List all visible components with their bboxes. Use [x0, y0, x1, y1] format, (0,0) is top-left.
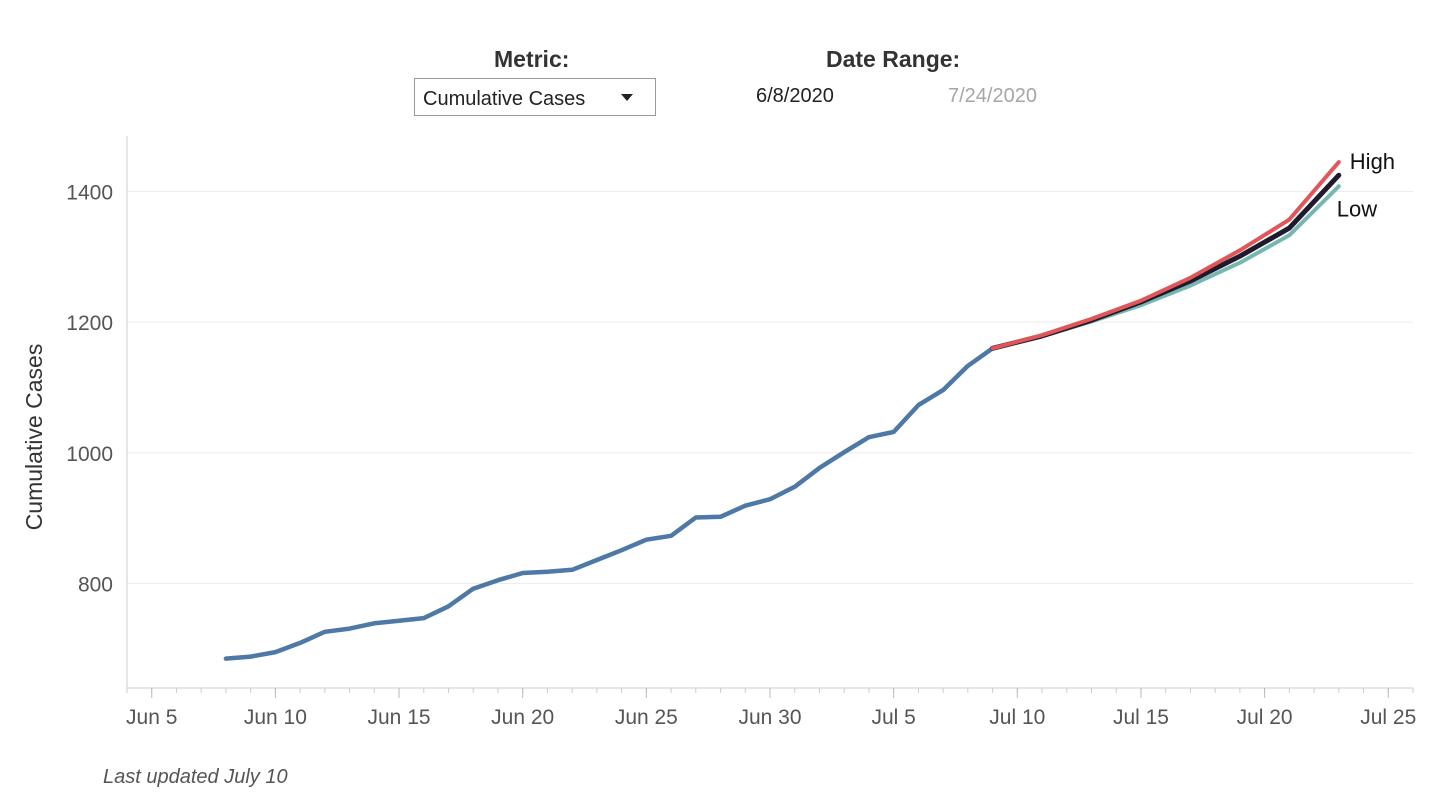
metric-dropdown[interactable]: Cumulative Cases [414, 78, 656, 116]
series-label-high: High [1350, 149, 1395, 174]
series-label-low: Low [1337, 196, 1377, 221]
date-range-start[interactable]: 6/8/2020 [756, 85, 834, 107]
dropdown-caret-icon[interactable] [621, 94, 633, 101]
metric-label: Metric: [494, 46, 570, 72]
x-tick-label: Jun 25 [615, 706, 678, 729]
gridlines [127, 191, 1413, 584]
x-tick-label: Jun 10 [244, 706, 307, 729]
series-line-high [990, 160, 1341, 351]
metric-selected-value: Cumulative Cases [423, 88, 586, 110]
series-line-actual [223, 346, 995, 661]
x-tick-label: Jul 15 [1113, 706, 1169, 729]
y-tick-label: 1200 [66, 312, 113, 335]
x-tick-label: Jul 25 [1360, 706, 1416, 729]
x-tick-label: Jun 30 [738, 706, 801, 729]
x-tick-label: Jun 5 [126, 706, 177, 729]
y-tick-label: 800 [78, 573, 113, 596]
axes [126, 136, 1414, 698]
x-tick-label: Jul 10 [989, 706, 1045, 729]
x-axis-ticks: Jun 5 Jun 10 Jun 15 Jun 20 Jun 25 Jun 30 Jul 5… [126, 706, 1416, 729]
y-tick-label: 1400 [66, 182, 113, 205]
date-range-label: Date Range: [826, 46, 961, 72]
x-tick-label: Jul 20 [1237, 706, 1293, 729]
series-lines [223, 160, 1342, 661]
y-axis-title: Cumulative Cases [21, 344, 47, 531]
last-updated-note: Last updated July 10 [103, 766, 288, 788]
x-tick-label: Jun 20 [491, 706, 554, 729]
date-range-end[interactable]: 7/24/2020 [948, 85, 1037, 107]
series-line-low [990, 184, 1341, 351]
y-tick-label: 1000 [66, 443, 113, 466]
series-end-labels: Low High [1337, 149, 1395, 221]
y-axis-ticks: 800 1000 1200 1400 [66, 182, 113, 597]
x-tick-label: Jun 15 [368, 706, 431, 729]
x-tick-label: Jul 5 [871, 706, 915, 729]
